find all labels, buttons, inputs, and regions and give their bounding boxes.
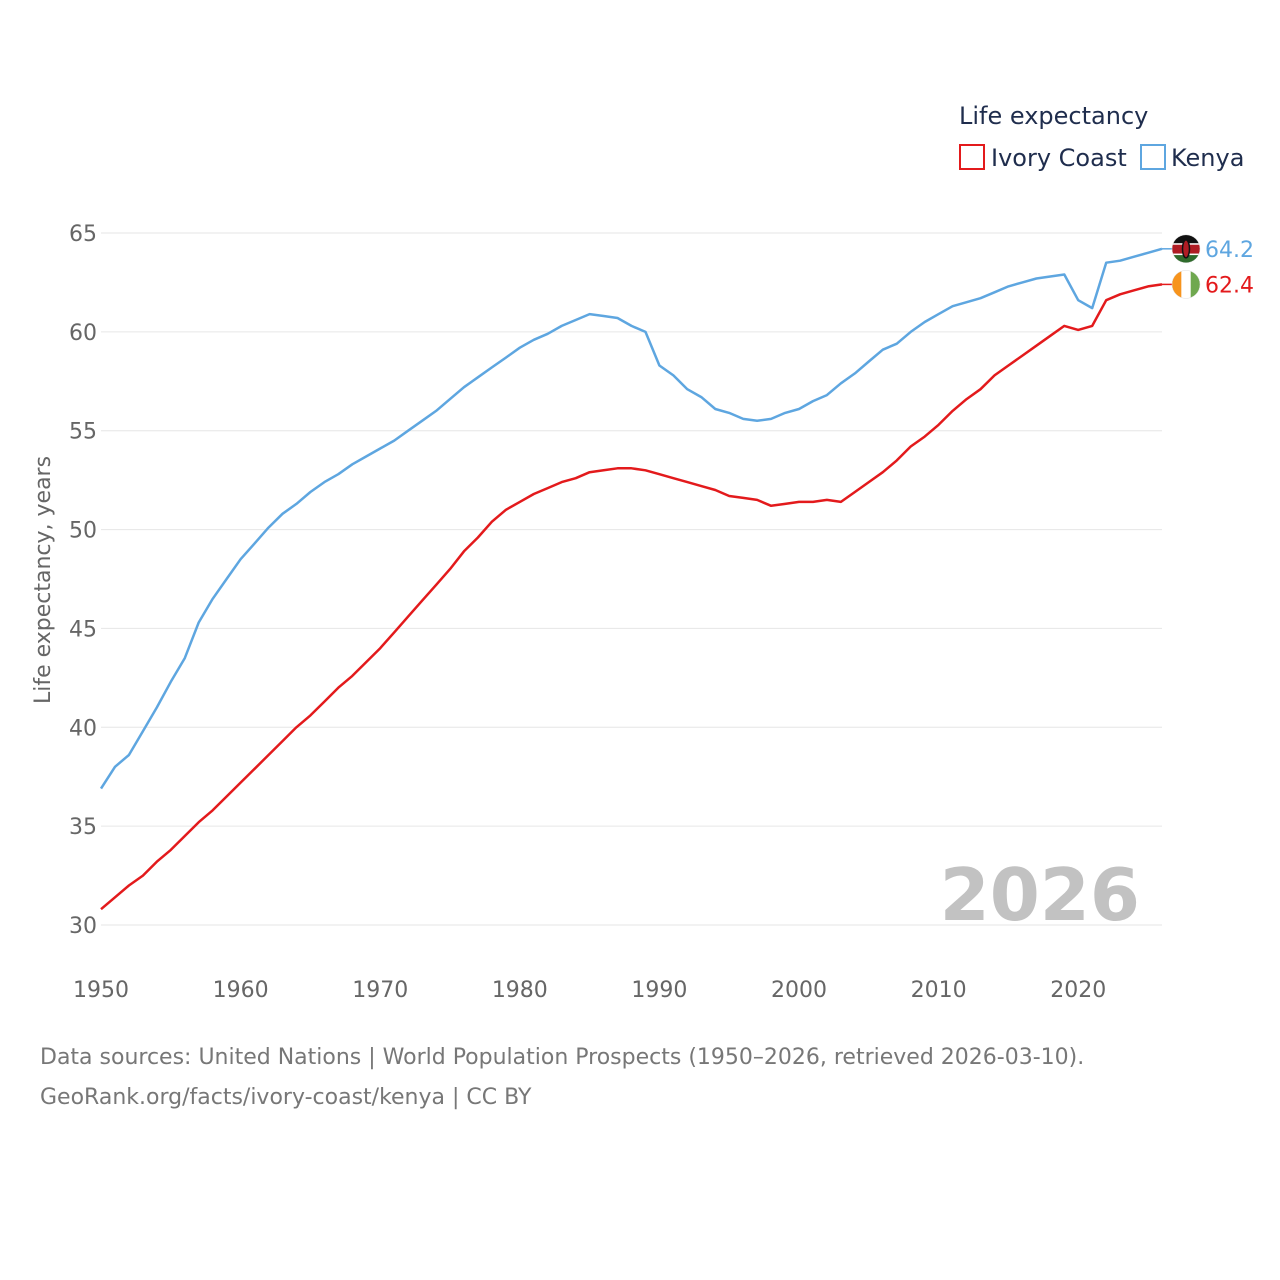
legend-item-ivory-coast[interactable]: Ivory Coast (959, 144, 1127, 172)
kenya-flag-icon (1171, 234, 1201, 264)
legend: Life expectancy Ivory Coast Kenya (959, 102, 1244, 172)
legend-swatch-kenya (1140, 144, 1166, 170)
x-tick-label-1980: 1980 (492, 978, 548, 1003)
y-tick-label-30: 30 (69, 914, 97, 939)
x-tick-label-2010: 2010 (911, 978, 967, 1003)
series-line-ivory-coast[interactable] (100, 283, 1163, 911)
y-tick-label-65: 65 (69, 222, 97, 247)
end-markers: 62.4 64.2 (1162, 234, 1254, 299)
y-tick-label-60: 60 (69, 321, 97, 346)
footer-link[interactable]: GeoRank.org/facts/ivory-coast/kenya | CC… (40, 1085, 532, 1110)
x-tick-label-1950: 1950 (73, 978, 129, 1003)
x-tick-label-2000: 2000 (771, 978, 827, 1003)
y-axis-label: Life expectancy, years (31, 456, 56, 704)
y-tick-label-55: 55 (69, 420, 97, 445)
x-tick-label-1960: 1960 (213, 978, 269, 1003)
series-lines (99, 247, 1163, 911)
legend-title: Life expectancy (959, 102, 1148, 130)
grid (101, 232, 1162, 926)
legend-label-ivory-coast: Ivory Coast (991, 144, 1127, 172)
legend-swatch-ivory-coast (959, 144, 985, 170)
x-tick-label-2020: 2020 (1050, 978, 1106, 1003)
end-value-label-ivory-coast: 62.4 (1205, 273, 1254, 298)
footer-source: Data sources: United Nations | World Pop… (40, 1045, 1085, 1070)
ivory-coast-flag-icon (1171, 270, 1201, 299)
y-tick-label-35: 35 (69, 815, 97, 840)
line-chart: 30 35 40 45 50 55 60 65 1950 1960 1970 1980 1990 200… (31, 102, 1254, 1003)
y-tick-label-45: 45 (69, 617, 97, 642)
legend-item-kenya[interactable]: Kenya (1140, 144, 1244, 172)
x-tick-label-1970: 1970 (352, 978, 408, 1003)
y-tick-label-50: 50 (69, 519, 97, 544)
x-tick-label-1990: 1990 (631, 978, 687, 1003)
series-line-kenya[interactable] (99, 247, 1163, 790)
current-year-label: 2026 (940, 853, 1140, 937)
legend-label-kenya: Kenya (1171, 144, 1244, 172)
y-axis: 30 35 40 45 50 55 60 65 (69, 222, 97, 939)
y-tick-label-40: 40 (69, 716, 97, 741)
end-value-label-kenya: 64.2 (1205, 238, 1254, 263)
x-axis: 1950 1960 1970 1980 1990 2000 2010 2020 (73, 978, 1106, 1003)
